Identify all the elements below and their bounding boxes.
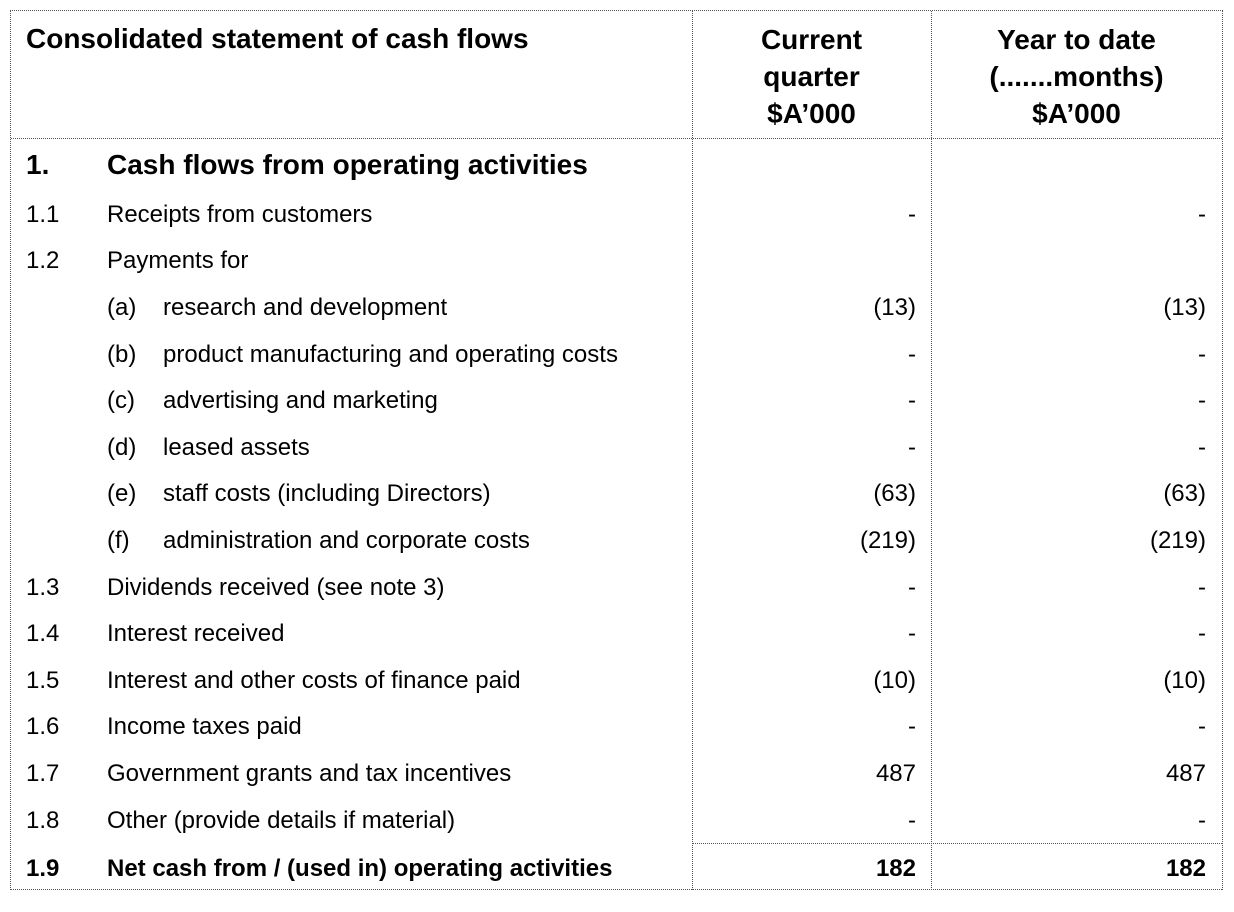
row-number: 1.7 bbox=[26, 760, 60, 787]
row-label: Government grants and tax incentives bbox=[107, 760, 512, 787]
year-to-date-value: - bbox=[1198, 620, 1206, 647]
column-divider-1 bbox=[692, 11, 693, 890]
row-label: Interest and other costs of finance paid bbox=[107, 667, 521, 694]
current-quarter-value: (63) bbox=[873, 480, 916, 507]
section-number: 1. bbox=[26, 149, 50, 180]
header-line: quarter bbox=[763, 61, 860, 92]
current-quarter-value: - bbox=[908, 713, 916, 740]
total-divider bbox=[692, 843, 1222, 844]
row-number: 1.8 bbox=[26, 807, 60, 834]
row-letter: (e) bbox=[107, 480, 137, 507]
current-quarter-value: (13) bbox=[873, 294, 916, 321]
section-row: 1. Cash flows from operating activities bbox=[11, 149, 1222, 195]
row-letter: (d) bbox=[107, 434, 137, 461]
current-quarter-value: (219) bbox=[859, 527, 916, 554]
header-line: Year to date bbox=[997, 24, 1156, 55]
table-row: 1.7 Government grants and tax incentives 4… bbox=[11, 760, 1222, 806]
year-to-date-value: - bbox=[1198, 201, 1206, 228]
column-divider-2 bbox=[931, 11, 932, 890]
row-label: staff costs (including Directors) bbox=[163, 480, 491, 507]
current-quarter-value: 487 bbox=[875, 760, 916, 787]
row-number: 1.4 bbox=[26, 620, 60, 647]
row-letter: (c) bbox=[107, 387, 135, 414]
year-to-date-value: - bbox=[1198, 434, 1206, 461]
row-number: 1.1 bbox=[26, 201, 60, 228]
table-title: Consolidated statement of cash flows bbox=[26, 23, 529, 54]
row-label: Receipts from customers bbox=[107, 201, 373, 228]
year-to-date-header: Year to date (.......months) $A’000 bbox=[931, 21, 1222, 132]
year-to-date-value: (13) bbox=[1163, 294, 1206, 321]
table-row: 1.5 Interest and other costs of finance p… bbox=[11, 667, 1222, 713]
header-line: (.......months) bbox=[989, 61, 1164, 92]
year-to-date-value: - bbox=[1198, 574, 1206, 601]
row-number: 1.3 bbox=[26, 574, 60, 601]
header-line: $A’000 bbox=[1032, 98, 1121, 129]
row-label: Income taxes paid bbox=[107, 713, 302, 740]
current-quarter-value: - bbox=[908, 341, 916, 368]
year-to-date-value: - bbox=[1198, 713, 1206, 740]
row-number: 1.2 bbox=[26, 247, 60, 274]
table-row: 1.1 Receipts from customers - - bbox=[11, 201, 1222, 247]
row-number: 1.6 bbox=[26, 713, 60, 740]
row-label: Other (provide details if material) bbox=[107, 807, 456, 834]
row-number: 1.9 bbox=[26, 855, 60, 882]
header-line: Current bbox=[760, 24, 863, 55]
current-quarter-value: (10) bbox=[873, 667, 916, 694]
row-label: advertising and marketing bbox=[163, 387, 438, 414]
table-row: (b) product manufacturing and operating c… bbox=[11, 341, 1222, 387]
row-label: Payments for bbox=[107, 247, 249, 274]
row-letter: (b) bbox=[107, 341, 137, 368]
current-quarter-value: - bbox=[908, 620, 916, 647]
row-label: leased assets bbox=[163, 434, 310, 461]
current-quarter-value: - bbox=[908, 387, 916, 414]
row-letter: (f) bbox=[107, 527, 130, 554]
current-quarter-value: - bbox=[908, 807, 916, 834]
section-title: Cash flows from operating activities bbox=[107, 149, 588, 180]
year-to-date-value: (63) bbox=[1163, 480, 1206, 507]
cut-off-footnote bbox=[10, 884, 17, 912]
row-label: research and development bbox=[163, 294, 448, 321]
table-row: 1.4 Interest received - - bbox=[11, 620, 1222, 666]
row-label: administration and corporate costs bbox=[163, 527, 530, 554]
table-row: 1.6 Income taxes paid - - bbox=[11, 713, 1222, 759]
current-quarter-value: - bbox=[908, 574, 916, 601]
header-divider bbox=[11, 138, 1222, 139]
table-row: (c) advertising and marketing - - bbox=[11, 387, 1222, 433]
current-quarter-header: Current quarter $A’000 bbox=[692, 21, 931, 132]
table-row: 1.9 Net cash from / (used in) operating a… bbox=[11, 855, 1222, 901]
table-bottom-border bbox=[11, 889, 1222, 890]
current-quarter-value: 182 bbox=[875, 855, 916, 882]
year-to-date-value: 182 bbox=[1165, 855, 1206, 882]
row-label: Interest received bbox=[107, 620, 285, 647]
year-to-date-value: (219) bbox=[1149, 527, 1206, 554]
header-line: $A’000 bbox=[767, 98, 856, 129]
table-row: (f) administration and corporate costs (21… bbox=[11, 527, 1222, 573]
year-to-date-value: 487 bbox=[1165, 760, 1206, 787]
table-row: 1.2 Payments for bbox=[11, 247, 1222, 293]
table-row: (a) research and development (13) (13) bbox=[11, 294, 1222, 340]
year-to-date-value: - bbox=[1198, 387, 1206, 414]
year-to-date-value: - bbox=[1198, 341, 1206, 368]
row-label: Net cash from / (used in) operating acti… bbox=[107, 855, 613, 882]
current-quarter-value: - bbox=[908, 201, 916, 228]
row-label: product manufacturing and operating cost… bbox=[163, 341, 618, 368]
year-to-date-value: - bbox=[1198, 807, 1206, 834]
table-row: 1.3 Dividends received (see note 3) - - bbox=[11, 574, 1222, 620]
table-row: (d) leased assets - - bbox=[11, 434, 1222, 480]
row-label: Dividends received (see note 3) bbox=[107, 574, 445, 601]
row-letter: (a) bbox=[107, 294, 137, 321]
year-to-date-value: (10) bbox=[1163, 667, 1206, 694]
cash-flow-table: Consolidated statement of cash flows Cur… bbox=[10, 10, 1223, 890]
table-row: (e) staff costs (including Directors) (63)… bbox=[11, 480, 1222, 526]
row-number: 1.5 bbox=[26, 667, 60, 694]
table-row: 1.8 Other (provide details if material) - - bbox=[11, 807, 1222, 853]
current-quarter-value: - bbox=[908, 434, 916, 461]
